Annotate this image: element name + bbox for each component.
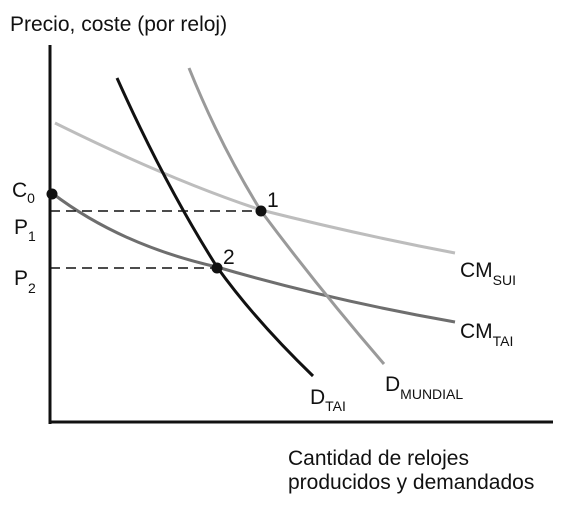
c0-label: C0: [12, 179, 35, 206]
x-axis-title-line1: Cantidad de relojes: [288, 447, 469, 470]
cm-tai-label: CMTAI: [460, 320, 513, 349]
equilibrium-point-1: [255, 205, 267, 217]
d-tai-curve: [115, 77, 315, 378]
c0-point: [46, 188, 58, 200]
cm-tai-curve: [51, 191, 456, 324]
x-axis-title-line2: producidos y demandados: [288, 471, 534, 494]
d-mundial-label: DMUNDIAL: [385, 373, 463, 402]
y-axis-title: Precio, coste (por reloj): [10, 13, 227, 36]
point-1-label: 1: [267, 189, 279, 212]
cm-sui-label: CMSUI: [460, 259, 516, 288]
d-tai-label: DTAI: [310, 386, 346, 414]
cm-sui-curve: [54, 121, 456, 255]
equilibrium-point-2: [211, 262, 223, 274]
point-2-label: 2: [223, 246, 235, 269]
p2-label: P2: [14, 267, 36, 296]
p1-label: P1: [14, 216, 36, 244]
